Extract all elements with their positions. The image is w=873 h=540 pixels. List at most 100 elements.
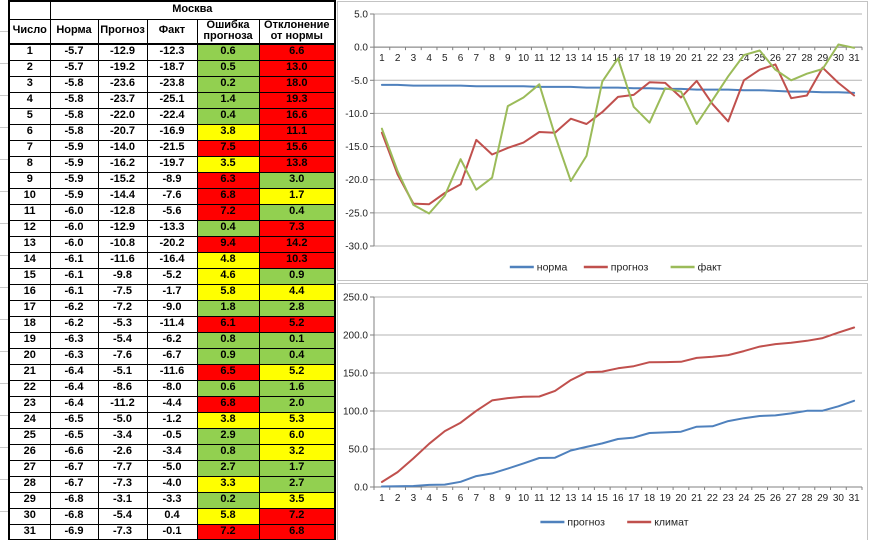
cell-fact[interactable]: -0.5 bbox=[146, 427, 198, 445]
cell-norm[interactable]: -5.9 bbox=[49, 171, 99, 189]
cell-day[interactable]: 17 bbox=[8, 299, 51, 317]
legend-label[interactable]: климат bbox=[654, 517, 689, 529]
cell-error[interactable]: 7.2 bbox=[196, 523, 260, 540]
cell-fact[interactable]: -5.2 bbox=[146, 267, 198, 285]
cell-day[interactable]: 8 bbox=[8, 155, 51, 173]
cell-deviation[interactable]: 13.8 bbox=[258, 155, 336, 173]
cell-deviation[interactable]: 5.2 bbox=[258, 315, 336, 333]
cell-forecast[interactable]: -23.6 bbox=[97, 75, 148, 93]
col-header-day[interactable]: Число bbox=[8, 18, 51, 45]
cell-fact[interactable]: -11.6 bbox=[146, 363, 198, 381]
cell-fact[interactable]: -16.4 bbox=[146, 251, 198, 269]
city-header[interactable]: Москва bbox=[49, 0, 336, 20]
cell-fact[interactable]: -6.7 bbox=[146, 347, 198, 365]
cell-day[interactable]: 19 bbox=[8, 331, 51, 349]
cell-fact[interactable]: -0.1 bbox=[146, 523, 198, 540]
cell-fact[interactable]: -11.4 bbox=[146, 315, 198, 333]
cell-error[interactable]: 1.8 bbox=[196, 299, 260, 317]
legend-label[interactable]: прогноз bbox=[567, 517, 605, 529]
cell-day[interactable]: 12 bbox=[8, 219, 51, 237]
series-line-норма[interactable] bbox=[380, 83, 856, 94]
cell-forecast[interactable]: -5.4 bbox=[97, 331, 148, 349]
cell-error[interactable]: 3.3 bbox=[196, 475, 260, 493]
cell-norm[interactable]: -6.7 bbox=[49, 459, 99, 477]
cell-deviation[interactable]: 0.9 bbox=[258, 267, 336, 285]
cell-fact[interactable]: -4.0 bbox=[146, 475, 198, 493]
cell-day[interactable]: 10 bbox=[8, 187, 51, 205]
col-header-fact[interactable]: Факт bbox=[146, 18, 198, 45]
cell-error[interactable]: 0.8 bbox=[196, 443, 260, 461]
cell-day[interactable]: 20 bbox=[8, 347, 51, 365]
cell-fact[interactable]: -21.5 bbox=[146, 139, 198, 157]
cell-forecast[interactable]: -19.2 bbox=[97, 59, 148, 77]
corner-cell[interactable] bbox=[8, 0, 51, 20]
cell-deviation[interactable]: 0.1 bbox=[258, 331, 336, 349]
cell-day[interactable]: 1 bbox=[8, 43, 51, 61]
cell-error[interactable]: 7.5 bbox=[196, 139, 260, 157]
cell-error[interactable]: 7.2 bbox=[196, 203, 260, 221]
cell-norm[interactable]: -6.2 bbox=[49, 299, 99, 317]
cell-error[interactable]: 2.9 bbox=[196, 427, 260, 445]
cell-fact[interactable]: -13.3 bbox=[146, 219, 198, 237]
cell-forecast[interactable]: -20.7 bbox=[97, 123, 148, 141]
cell-fact[interactable]: -5.6 bbox=[146, 203, 198, 221]
cell-error[interactable]: 0.5 bbox=[196, 59, 260, 77]
cell-deviation[interactable]: 13.0 bbox=[258, 59, 336, 77]
cell-forecast[interactable]: -2.6 bbox=[97, 443, 148, 461]
cell-norm[interactable]: -5.8 bbox=[49, 107, 99, 125]
series-line-прогноз[interactable] bbox=[380, 63, 856, 206]
cell-day[interactable]: 31 bbox=[8, 523, 51, 540]
cell-day[interactable]: 30 bbox=[8, 507, 51, 525]
cell-day[interactable]: 16 bbox=[8, 283, 51, 301]
cell-fact[interactable]: -4.4 bbox=[146, 395, 198, 413]
cell-day[interactable]: 21 bbox=[8, 363, 51, 381]
cell-error[interactable]: 5.8 bbox=[196, 507, 260, 525]
cell-deviation[interactable]: 0.4 bbox=[258, 347, 336, 365]
cell-fact[interactable]: -8.9 bbox=[146, 171, 198, 189]
cell-deviation[interactable]: 7.2 bbox=[258, 507, 336, 525]
legend-label[interactable]: норма bbox=[537, 262, 568, 274]
cell-norm[interactable]: -5.9 bbox=[49, 155, 99, 173]
cell-forecast[interactable]: -16.2 bbox=[97, 155, 148, 173]
cell-deviation[interactable]: 18.0 bbox=[258, 75, 336, 93]
cell-forecast[interactable]: -10.8 bbox=[97, 235, 148, 253]
cell-norm[interactable]: -5.9 bbox=[49, 187, 99, 205]
col-header-error[interactable]: Ошибка прогноза bbox=[196, 18, 260, 45]
cell-error[interactable]: 4.8 bbox=[196, 251, 260, 269]
cell-forecast[interactable]: -23.7 bbox=[97, 91, 148, 109]
cell-error[interactable]: 2.7 bbox=[196, 459, 260, 477]
cell-fact[interactable]: -6.2 bbox=[146, 331, 198, 349]
cell-error[interactable]: 6.8 bbox=[196, 395, 260, 413]
cell-forecast[interactable]: -7.6 bbox=[97, 347, 148, 365]
cell-deviation[interactable]: 19.3 bbox=[258, 91, 336, 109]
cumulative-chart[interactable]: 250.0 200.0 150.0 100.0 50.0 0.0 1 2 3 4 5 6 7 8 9 10 11… bbox=[337, 283, 868, 540]
cell-deviation[interactable]: 1.7 bbox=[258, 187, 336, 205]
cell-deviation[interactable]: 16.6 bbox=[258, 107, 336, 125]
cell-deviation[interactable]: 2.8 bbox=[258, 299, 336, 317]
cell-forecast[interactable]: -12.8 bbox=[97, 203, 148, 221]
cell-forecast[interactable]: -11.6 bbox=[97, 251, 148, 269]
cell-forecast[interactable]: -12.9 bbox=[97, 43, 148, 61]
cell-day[interactable]: 26 bbox=[8, 443, 51, 461]
cell-fact[interactable]: -3.4 bbox=[146, 443, 198, 461]
series-line-климат[interactable] bbox=[380, 326, 856, 483]
cell-deviation[interactable]: 14.2 bbox=[258, 235, 336, 253]
cell-deviation[interactable]: 15.6 bbox=[258, 139, 336, 157]
cell-fact[interactable]: -8.0 bbox=[146, 379, 198, 397]
cell-day[interactable]: 28 bbox=[8, 475, 51, 493]
cell-fact[interactable]: -16.9 bbox=[146, 123, 198, 141]
cell-error[interactable]: 9.4 bbox=[196, 235, 260, 253]
cell-day[interactable]: 27 bbox=[8, 459, 51, 477]
cell-forecast[interactable]: -5.4 bbox=[97, 507, 148, 525]
cell-error[interactable]: 3.8 bbox=[196, 411, 260, 429]
cell-norm[interactable]: -5.7 bbox=[49, 59, 99, 77]
cell-forecast[interactable]: -7.3 bbox=[97, 475, 148, 493]
cell-error[interactable]: 0.8 bbox=[196, 331, 260, 349]
cell-deviation[interactable]: 2.7 bbox=[258, 475, 336, 493]
cell-norm[interactable]: -6.4 bbox=[49, 379, 99, 397]
cell-deviation[interactable]: 1.7 bbox=[258, 459, 336, 477]
cell-deviation[interactable]: 6.0 bbox=[258, 427, 336, 445]
cell-forecast[interactable]: -3.4 bbox=[97, 427, 148, 445]
cell-fact[interactable]: -1.7 bbox=[146, 283, 198, 301]
cell-error[interactable]: 6.1 bbox=[196, 315, 260, 333]
